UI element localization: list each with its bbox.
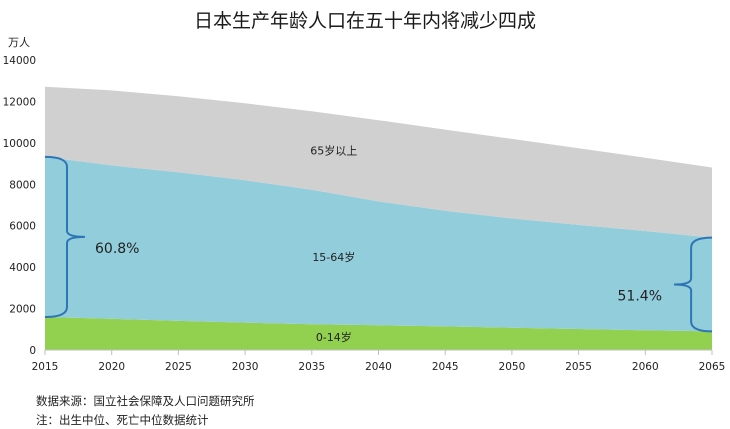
y-tick-label: 0 <box>29 345 36 357</box>
area-series-2 <box>45 86 712 238</box>
series-label-1: 15-64岁 <box>312 250 355 264</box>
source-note: 数据来源：国立社会保障及人口问题研究所 <box>36 394 255 408</box>
x-tick-label: 2030 <box>232 361 259 373</box>
x-tick-label: 2050 <box>499 361 526 373</box>
y-tick-label: 6000 <box>9 221 36 233</box>
x-tick-label: 2040 <box>365 361 392 373</box>
y-tick-label: 12000 <box>3 96 36 108</box>
y-tick-label: 8000 <box>9 179 36 191</box>
y-tick-label: 10000 <box>3 138 36 150</box>
brace-2015 <box>44 155 86 318</box>
x-tick-label: 2015 <box>32 361 59 373</box>
annotation-2015: 60.8% <box>95 241 139 257</box>
x-tick-label: 2055 <box>565 361 592 373</box>
x-tick-label: 2045 <box>432 361 459 373</box>
brace-2065 <box>673 236 713 333</box>
x-tick-label: 2065 <box>699 361 726 373</box>
y-tick-label: 14000 <box>3 55 36 67</box>
annotation-2065: 51.4% <box>618 288 662 304</box>
chart-title: 日本生产年龄人口在五十年内将减少四成 <box>193 10 536 32</box>
area-series-1 <box>45 156 712 332</box>
footnote: 注：出生中位、死亡中位数据统计 <box>36 413 209 427</box>
series-label-2: 65岁以上 <box>310 144 357 158</box>
x-tick-label: 2035 <box>298 361 325 373</box>
area-series-0 <box>45 317 712 350</box>
x-tick-label: 2060 <box>632 361 659 373</box>
series-label-0: 0-14岁 <box>316 330 352 344</box>
x-tick-label: 2020 <box>98 361 125 373</box>
x-tick-label: 2025 <box>165 361 192 373</box>
y-tick-label: 2000 <box>9 304 36 316</box>
y-tick-label: 4000 <box>9 262 36 274</box>
y-axis-label: 万人 <box>8 36 30 49</box>
